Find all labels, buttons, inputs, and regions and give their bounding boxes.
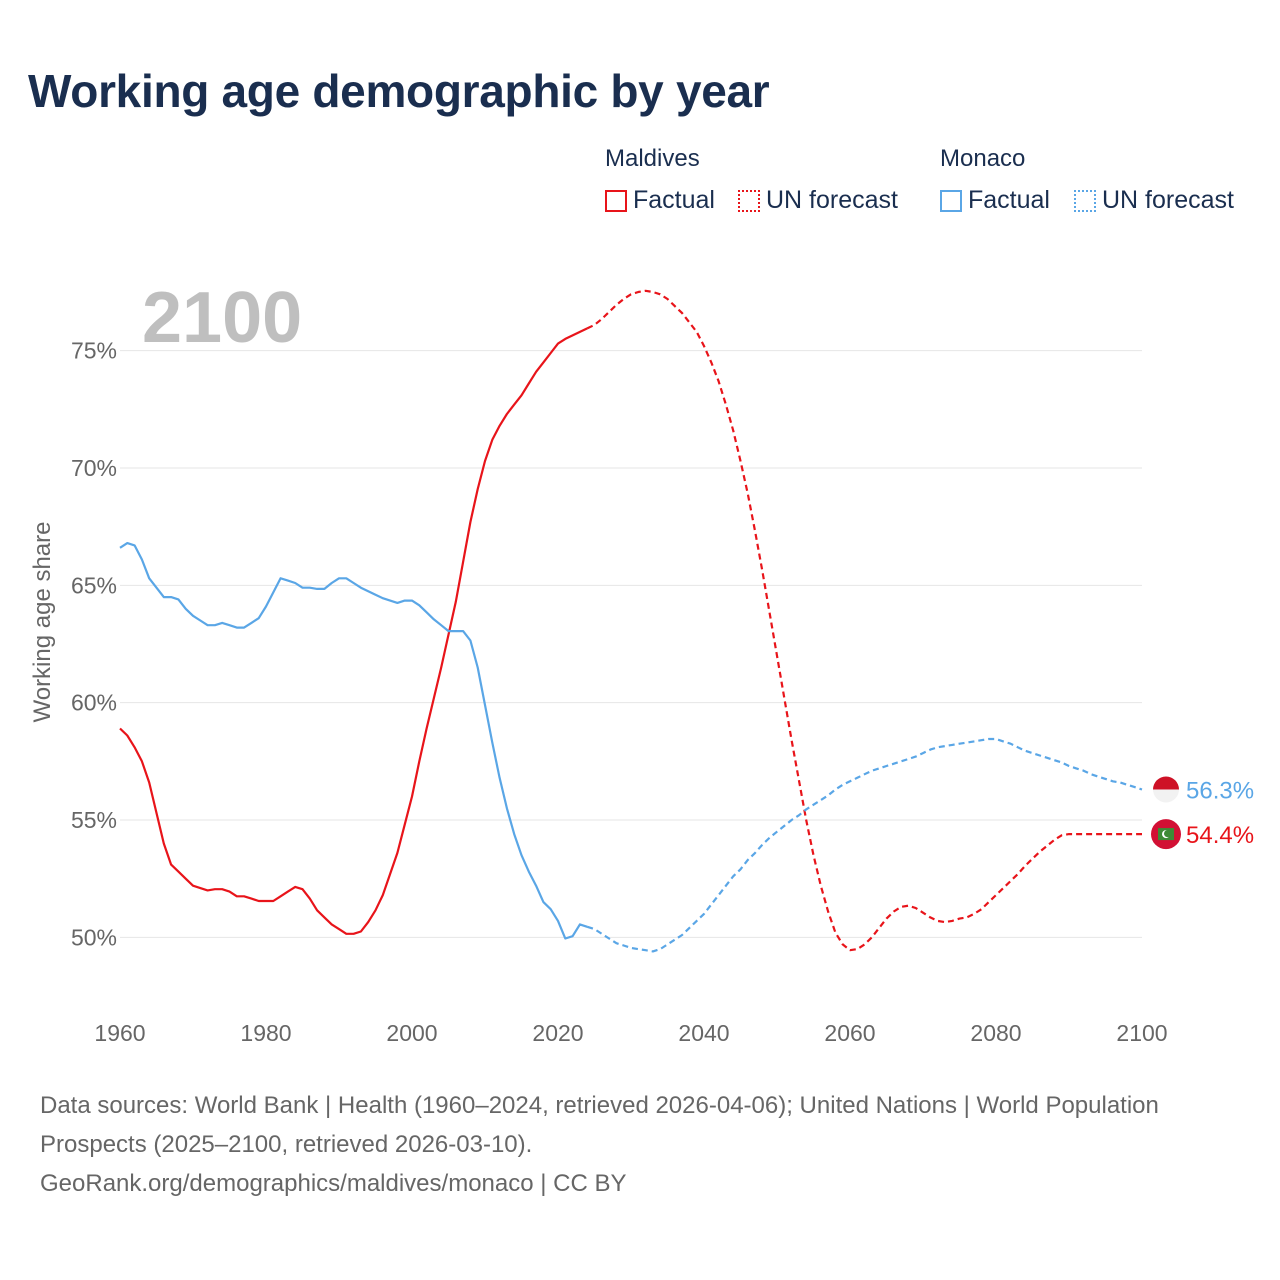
chart-title: Working age demographic by year xyxy=(28,65,770,117)
x-tick-label: 2060 xyxy=(824,1020,875,1046)
line-chart: 2100 50% 55% 60% 65% 70% 75% 1960 1980 2000 2020… xyxy=(29,278,1254,1046)
y-tick-label: 60% xyxy=(71,690,117,716)
x-tick-label: 2100 xyxy=(1116,1020,1167,1046)
y-axis-ticks: 50% 55% 60% 65% 70% 75% xyxy=(71,338,117,951)
legend-label: Factual xyxy=(633,186,715,214)
series-line-monaco-factual xyxy=(119,542,588,940)
y-tick-label: 75% xyxy=(71,338,117,364)
y-tick-label: 50% xyxy=(71,924,117,950)
gridlines xyxy=(120,350,1142,938)
attribution-link[interactable]: GeoRank.org/demographics/maldives/monaco… xyxy=(40,1170,627,1197)
maldives-flag-icon xyxy=(1151,819,1181,850)
series-line-maldives-factual xyxy=(119,327,588,935)
legend-swatch-solid-icon xyxy=(605,189,627,212)
x-tick-label: 2000 xyxy=(386,1020,437,1046)
end-value-maldives: 54.4% xyxy=(1186,822,1254,849)
legend-group-maldives: Maldives xyxy=(605,145,700,172)
monaco-flag-icon xyxy=(1153,776,1179,803)
data-sources-text: Data sources: World Bank | Health (1960–… xyxy=(40,1092,1159,1158)
legend-label: Factual xyxy=(968,186,1050,214)
year-watermark: 2100 xyxy=(142,278,302,358)
legend-swatch-dotted-icon xyxy=(738,189,760,212)
end-markers xyxy=(1151,776,1181,850)
legend-group-monaco: Monaco xyxy=(940,145,1026,172)
legend-monaco-forecast[interactable]: UN forecast xyxy=(1074,186,1234,215)
x-axis-ticks: 1960 1980 2000 2020 2040 2060 2080 2100 xyxy=(94,1020,1167,1046)
series-layer xyxy=(119,289,1143,953)
legend-maldives-forecast[interactable]: UN forecast xyxy=(738,186,898,215)
footer: Data sources: World Bank | Health (1960–… xyxy=(40,1086,1240,1203)
y-tick-label: 70% xyxy=(71,455,117,481)
series-line-maldives-forecast xyxy=(586,289,1142,952)
y-tick-label: 65% xyxy=(71,572,117,598)
legend-swatch-dotted-icon xyxy=(1074,189,1096,212)
x-tick-label: 2020 xyxy=(532,1020,583,1046)
legend-maldives-factual[interactable]: Factual xyxy=(605,186,715,215)
series-line-monaco-forecast xyxy=(586,737,1143,953)
legend-label: UN forecast xyxy=(766,186,898,214)
y-tick-label: 55% xyxy=(71,807,117,833)
x-tick-label: 2040 xyxy=(678,1020,729,1046)
legend-swatch-solid-icon xyxy=(940,189,962,212)
y-axis-title: Working age share xyxy=(29,522,56,723)
x-tick-label: 1960 xyxy=(94,1020,145,1046)
end-value-monaco: 56.3% xyxy=(1186,777,1254,804)
legend-label: UN forecast xyxy=(1102,186,1234,214)
x-tick-label: 2080 xyxy=(970,1020,1021,1046)
x-tick-label: 1980 xyxy=(240,1020,291,1046)
legend-monaco-factual[interactable]: Factual xyxy=(940,186,1050,215)
